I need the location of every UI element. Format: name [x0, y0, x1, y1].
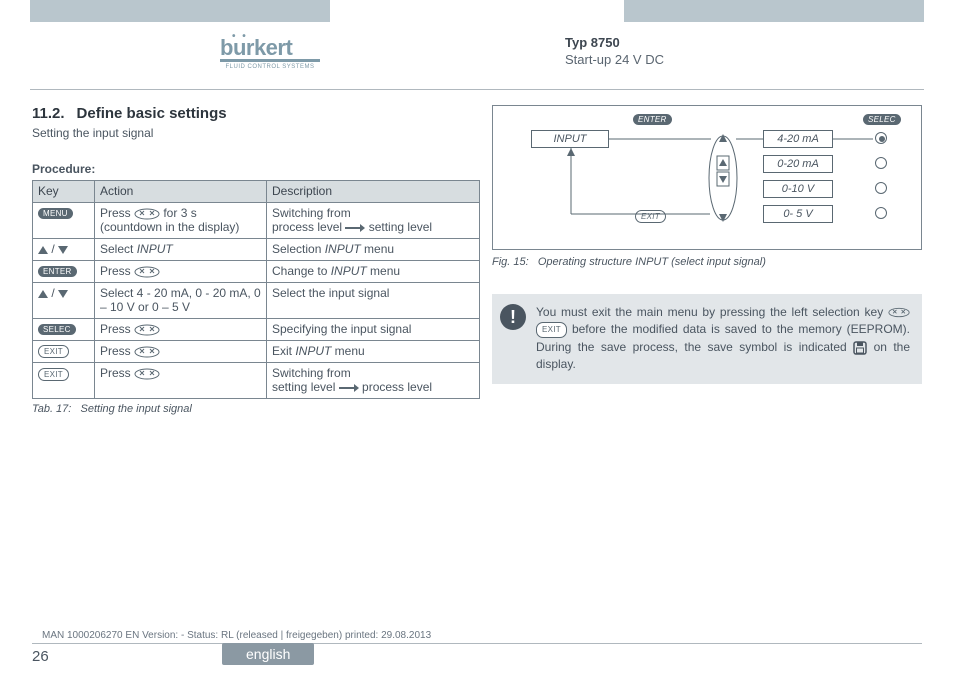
arrow-up-icon [38, 290, 48, 298]
note-text-a: You must exit the main menu by pressing … [536, 305, 888, 319]
diagram-option-2: 0-10 V [763, 180, 833, 198]
warning-note: ! You must exit the main menu by pressin… [492, 294, 922, 384]
table-row: / Select 4 - 20 mA, 0 - 20 mA, 0 – 10 V … [33, 283, 480, 319]
diagram-radio-1 [875, 157, 887, 169]
section-title: Define basic settings [77, 105, 227, 122]
cell-desc: Specifying the input signal [267, 319, 480, 341]
cell-action: Press [95, 341, 267, 363]
table-row: EXIT Press Exit INPUT menu [33, 341, 480, 363]
arrow-down-icon [58, 290, 68, 298]
page-footer: MAN 1000206270 EN Version: - Status: RL … [32, 630, 922, 665]
cell-action: Press for 3 s (countdown in the display) [95, 203, 267, 239]
arrow-up-icon [38, 246, 48, 254]
key-press-icon [134, 368, 160, 380]
diagram-option-0: 4-20 mA [763, 130, 833, 148]
top-bar-left [30, 0, 330, 22]
diagram-radio-3 [875, 207, 887, 219]
section-subtitle: Setting the input signal [32, 126, 480, 140]
selec-badge: SELEC [38, 324, 76, 335]
key-press-icon [888, 307, 910, 318]
header-meta: Typ 8750 Start-up 24 V DC [565, 35, 664, 67]
cell-action: Select 4 - 20 mA, 0 - 20 mA, 0 – 10 V or… [95, 283, 267, 319]
cell-desc: Change to INPUT menu [267, 261, 480, 283]
cell-action: Select INPUT [95, 239, 267, 261]
section-heading: 11.2. Define basic settings [32, 105, 480, 122]
figure-caption: Fig. 15: Operating structure INPUT (sele… [492, 256, 922, 268]
logo-name: burkert [220, 35, 292, 60]
key-press-icon [134, 346, 160, 358]
th-description: Description [267, 181, 480, 203]
note-exit-badge: EXIT [536, 322, 567, 338]
cell-desc: Switching fromprocess level setting leve… [267, 203, 480, 239]
save-icon [853, 341, 867, 355]
left-column: 11.2. Define basic settings Setting the i… [32, 105, 480, 415]
enter-badge: ENTER [38, 266, 77, 277]
th-key: Key [33, 181, 95, 203]
diagram-option-3: 0- 5 V [763, 205, 833, 223]
diagram-radio-2 [875, 182, 887, 194]
key-press-icon [134, 324, 160, 336]
cell-action: Press [95, 319, 267, 341]
language-pill: english [222, 643, 314, 665]
th-action: Action [95, 181, 267, 203]
section-number: 11.2. [32, 105, 65, 122]
arrow-right-icon [339, 384, 359, 392]
menu-badge: MENU [38, 208, 73, 219]
table-row: ENTER Press Change to INPUT menu [33, 261, 480, 283]
page-number: 26 [32, 648, 922, 665]
right-column: ENTER SELEC EXIT INPUT [492, 105, 922, 384]
page-header: • • burkert FLUID CONTROL SYSTEMS Typ 87… [30, 35, 924, 90]
table-header-row: Key Action Description [33, 181, 480, 203]
exit-badge: EXIT [38, 345, 69, 358]
cell-desc: Select the input signal [267, 283, 480, 319]
table-row: EXIT Press Switching fromsetting level p… [33, 363, 480, 399]
logo-tagline: FLUID CONTROL SYSTEMS [220, 64, 320, 70]
top-accent-bars [0, 0, 954, 22]
table-caption: Tab. 17: Setting the input signal [32, 403, 480, 415]
top-bar-right [624, 0, 924, 22]
cell-desc: Switching fromsetting level process leve… [267, 363, 480, 399]
procedure-label: Procedure: [32, 162, 480, 176]
diagram-radio-0 [875, 132, 887, 144]
exit-badge: EXIT [38, 368, 69, 381]
manual-reference-line: MAN 1000206270 EN Version: - Status: RL … [32, 630, 922, 644]
table-row: MENU Press for 3 s (countdown in the dis… [33, 203, 480, 239]
cell-action: Press [95, 363, 267, 399]
arrow-right-icon [345, 224, 365, 232]
product-subtitle: Start-up 24 V DC [565, 52, 664, 67]
diagram-connectors [493, 106, 923, 251]
arrow-down-icon [58, 246, 68, 254]
cell-desc: Selection INPUT menu [267, 239, 480, 261]
cell-desc: Exit INPUT menu [267, 341, 480, 363]
procedure-table: Key Action Description MENU Press for 3 … [32, 180, 480, 399]
cell-key: / [33, 239, 95, 261]
key-press-icon [134, 208, 160, 220]
exclamation-icon: ! [500, 304, 526, 330]
product-type: Typ 8750 [565, 35, 664, 50]
cell-key: / [33, 283, 95, 319]
table-row: SELEC Press Specifying the input signal [33, 319, 480, 341]
operating-structure-diagram: ENTER SELEC EXIT INPUT [492, 105, 922, 250]
table-row: / Select INPUT Selection INPUT menu [33, 239, 480, 261]
key-press-icon [134, 266, 160, 278]
cell-action: Press [95, 261, 267, 283]
logo-wordmark: • • burkert [220, 35, 340, 61]
diagram-option-1: 0-20 mA [763, 155, 833, 173]
brand-logo: • • burkert FLUID CONTROL SYSTEMS [220, 35, 340, 70]
